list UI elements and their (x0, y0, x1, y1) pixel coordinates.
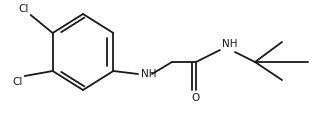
Text: NH: NH (222, 39, 237, 49)
Text: O: O (192, 93, 200, 103)
Text: Cl: Cl (19, 4, 29, 14)
Text: NH: NH (141, 69, 156, 79)
Text: Cl: Cl (13, 77, 23, 87)
